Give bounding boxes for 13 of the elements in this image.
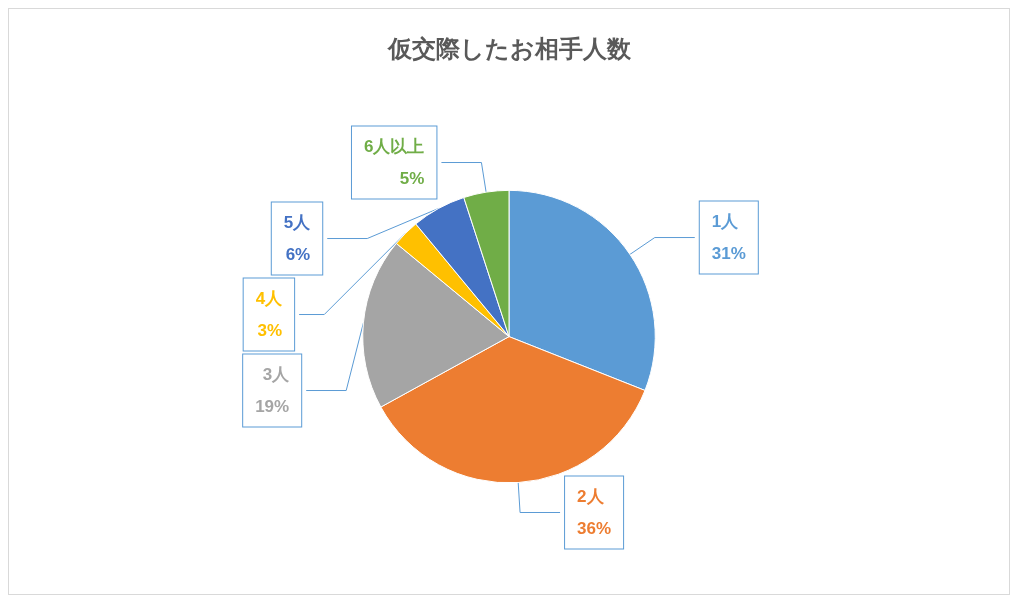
- slice-label: 4人: [255, 289, 284, 309]
- slice-label: 5人: [283, 213, 312, 233]
- slice-label: 6人以上: [363, 137, 425, 157]
- data-label: 5%: [399, 169, 425, 189]
- slice-label: 2人: [577, 487, 605, 506]
- data-label: 36%: [577, 519, 612, 538]
- chart-title: 仮交際したお相手人数: [386, 34, 632, 62]
- slice-label: 1人: [711, 212, 740, 232]
- data-label: 6%: [285, 245, 311, 265]
- slice-label: 3人: [262, 365, 291, 385]
- data-label: 19%: [255, 397, 290, 417]
- data-label: 31%: [711, 244, 746, 264]
- data-label: 3%: [257, 321, 283, 341]
